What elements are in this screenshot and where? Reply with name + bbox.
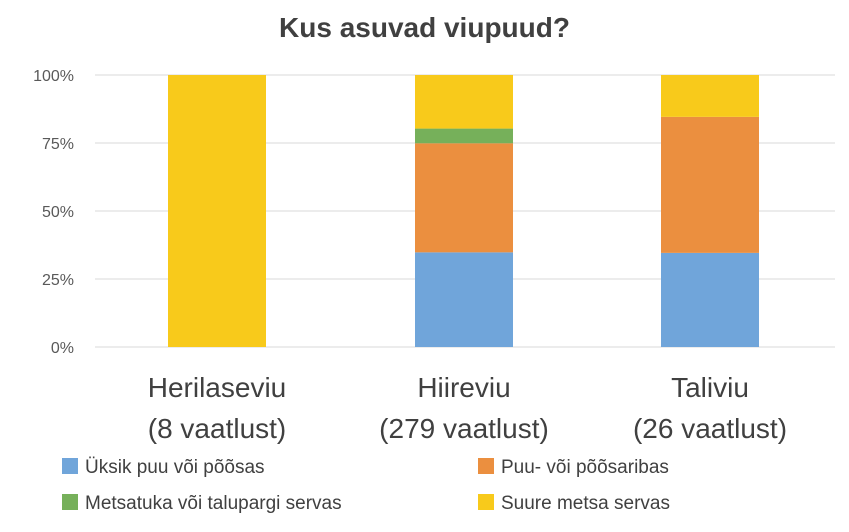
legend-label: Suure metsa servas [501,493,670,514]
y-tick-label: 25% [42,272,74,289]
x-category-sublabel: (26 vaatlust) [633,413,787,444]
legend-swatch [62,458,78,474]
bar-segment [661,75,759,117]
x-category-sublabel: (8 vaatlust) [148,413,287,444]
bar-segment [661,252,759,347]
legend-swatch [62,494,78,510]
x-category-label: Herilaseviu [148,372,287,403]
y-tick-label: 0% [51,340,74,357]
y-axis-ticks: 0% 25% 50% 75% 100% [33,68,74,357]
bars [168,75,759,347]
x-category-sublabel: (279 vaatlust) [379,413,549,444]
legend: Üksik puu või põõsas Puu- või põõsaribas M… [62,457,670,514]
bar-segment [415,143,513,253]
x-axis-categories: Herilaseviu (8 vaatlust) Hiireviu (279 vaat… [148,372,787,444]
bar-segment [415,128,513,144]
chart-title: Kus asuvad viupuud? [279,12,570,43]
bar-segment [168,75,266,347]
y-tick-label: 50% [42,204,74,221]
legend-swatch [478,458,494,474]
legend-swatch [478,494,494,510]
y-tick-label: 75% [42,136,74,153]
legend-label: Üksik puu või põõsas [85,457,265,478]
legend-label: Metsatuka või talupargi servas [85,493,342,514]
bar-segment [415,252,513,347]
y-tick-label: 100% [33,68,74,85]
bar-segment [415,75,513,129]
legend-label: Puu- või põõsaribas [501,457,669,478]
x-category-label: Hiireviu [417,372,510,403]
x-category-label: Taliviu [671,372,749,403]
bar-segment [661,116,759,253]
